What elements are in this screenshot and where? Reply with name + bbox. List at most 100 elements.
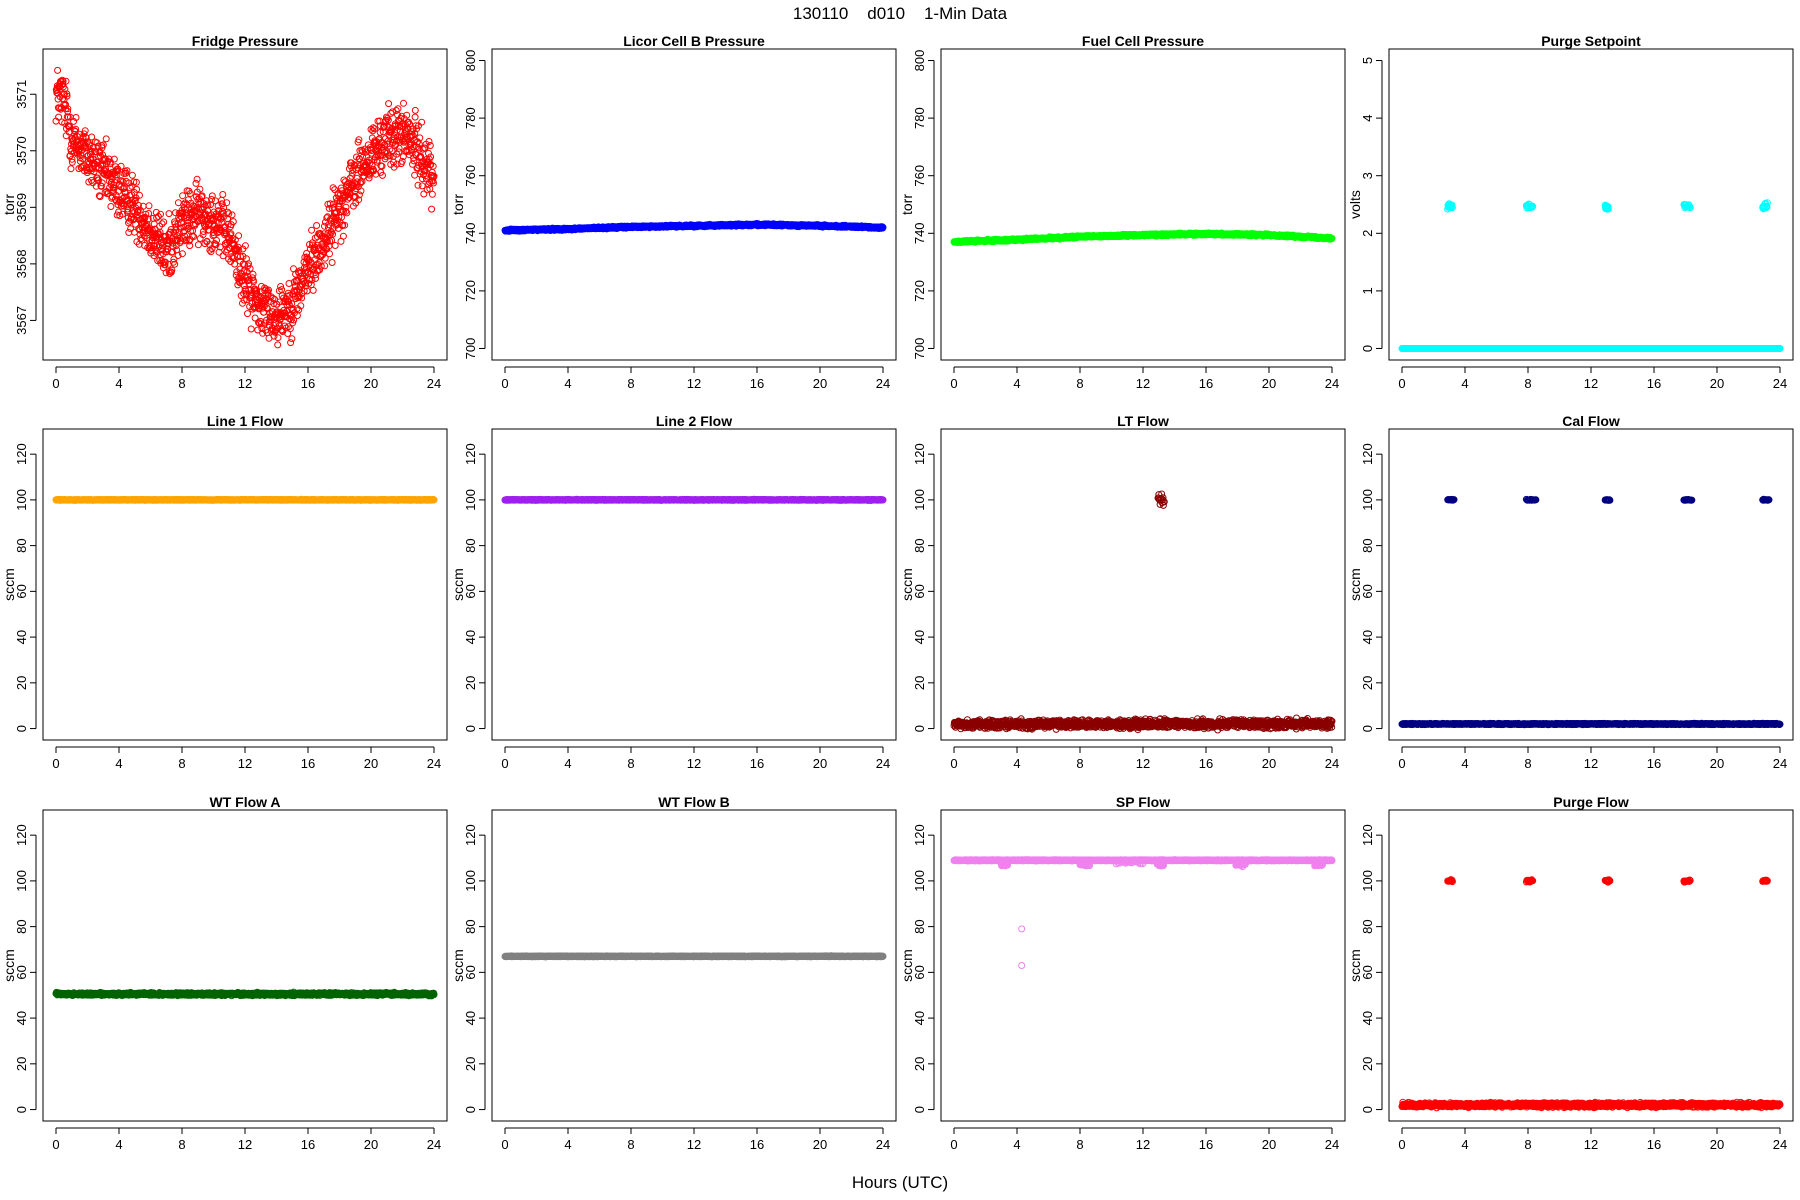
data-point [328, 259, 336, 266]
data-point [186, 190, 194, 198]
x-tick-label: 16 [1199, 376, 1213, 391]
data-point [119, 210, 126, 218]
data-point [101, 189, 109, 196]
data-point [331, 186, 339, 194]
data-point [325, 204, 333, 212]
data-point [61, 85, 69, 93]
data-point [290, 316, 298, 324]
data-point [326, 250, 333, 258]
data-point [208, 192, 216, 200]
x-tick-label: 20 [813, 376, 827, 391]
data-point [247, 325, 255, 333]
data-point [313, 222, 321, 229]
x-axis: 0 4 8 12 16 20 24 [950, 366, 1339, 391]
panel-title: Fuel Cell Pressure [1082, 33, 1204, 49]
data-points [1398, 199, 1784, 352]
data-point [285, 323, 292, 331]
data-point [63, 90, 71, 98]
data-point [81, 127, 89, 135]
data-point [68, 155, 76, 163]
data-point [179, 192, 187, 200]
x-tick-label: 20 [1262, 376, 1276, 391]
data-point [297, 302, 305, 310]
data-point [244, 310, 251, 318]
y-axis-label: torr [899, 194, 915, 215]
data-point [235, 246, 243, 254]
data-point [251, 314, 259, 322]
data-point [341, 221, 349, 229]
data-point [153, 214, 161, 222]
data-point [190, 233, 198, 241]
data-point [55, 113, 63, 121]
data-points [950, 229, 1336, 246]
data-point [62, 101, 69, 108]
x-tick-label: 8 [627, 376, 634, 391]
x-tick-label: 4 [115, 376, 122, 391]
data-point [128, 171, 136, 179]
data-point [117, 202, 125, 210]
data-point [277, 283, 285, 290]
data-point [218, 200, 226, 208]
data-point [242, 287, 250, 295]
data-point [225, 210, 233, 218]
data-point [208, 196, 215, 203]
data-point [295, 306, 303, 314]
data-point [259, 304, 266, 312]
data-point [418, 118, 426, 126]
y-tick-label: 800 [912, 50, 927, 72]
x-axis: 0 4 8 12 16 20 24 [52, 366, 441, 391]
y-tick-label: 780 [463, 107, 478, 129]
data-point [234, 243, 242, 251]
y-tick-label: 740 [463, 222, 478, 244]
data-point [88, 133, 96, 141]
data-point [306, 245, 314, 253]
data-point [207, 201, 214, 209]
data-point [80, 130, 88, 138]
data-point [88, 147, 96, 155]
data-point [92, 182, 100, 190]
data-point [411, 171, 419, 179]
data-point [179, 228, 187, 236]
data-point [123, 167, 131, 175]
data-point [239, 260, 247, 268]
data-point [219, 191, 227, 198]
data-point [174, 252, 182, 259]
data-point [411, 106, 419, 114]
data-point [249, 270, 257, 278]
panel-title: Fridge Pressure [192, 33, 299, 49]
y-tick-label: 3567 [14, 306, 29, 335]
data-point [281, 322, 289, 330]
x-tick-label: 4 [1013, 376, 1020, 391]
data-point [229, 218, 237, 226]
data-point [169, 258, 177, 266]
y-axis-label: torr [1, 194, 17, 215]
x-tick-label: 4 [564, 376, 571, 391]
data-point [107, 203, 115, 210]
x-tick-label: 12 [238, 376, 252, 391]
x-tick-label: 24 [876, 376, 890, 391]
data-point [231, 260, 239, 268]
data-point [308, 276, 316, 284]
plot-frame [491, 48, 897, 361]
x-tick-label: 0 [501, 376, 508, 391]
x-axis: 0 4 8 12 16 20 24 [501, 366, 890, 391]
data-point [77, 151, 85, 159]
x-tick-label: 0 [52, 376, 59, 391]
data-point [236, 253, 244, 260]
data-point [270, 332, 278, 340]
data-point [95, 192, 103, 200]
data-point [298, 294, 306, 302]
data-point [241, 242, 249, 250]
data-point [428, 190, 436, 198]
data-point [67, 165, 75, 173]
data-point [115, 208, 122, 216]
data-point [98, 179, 106, 187]
data-point [136, 191, 143, 199]
data-point [227, 230, 235, 238]
data-point [198, 192, 206, 200]
y-tick-label: 760 [463, 165, 478, 187]
figure-xlabel: Hours (UTC) [852, 1173, 948, 1192]
x-tick-label: 12 [687, 376, 701, 391]
